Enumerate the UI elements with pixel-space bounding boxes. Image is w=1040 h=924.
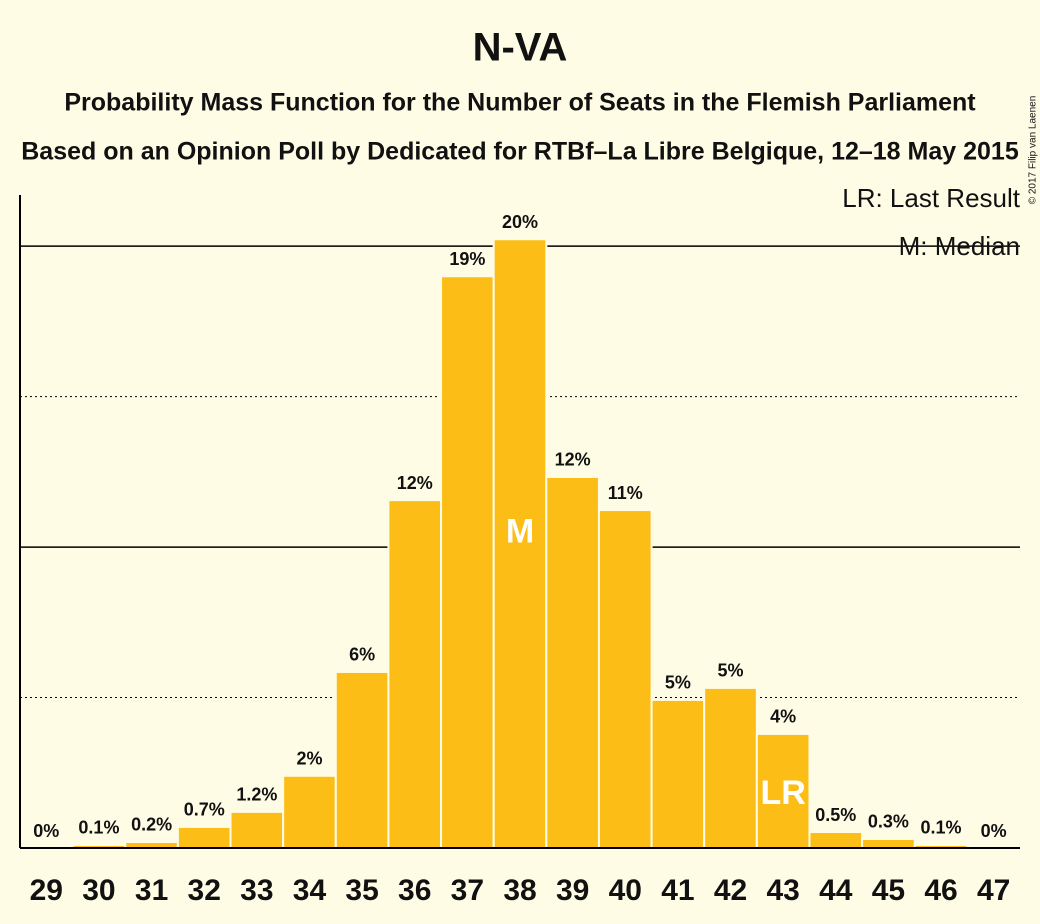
value-label: 4% (770, 707, 796, 727)
x-tick-label: 31 (135, 874, 168, 907)
value-label: 6% (349, 645, 375, 665)
bar (755, 732, 811, 849)
bar (650, 698, 706, 849)
x-tick-label: 42 (714, 874, 747, 907)
bar (229, 810, 285, 850)
chart-subtitle: Probability Mass Function for the Number… (64, 89, 976, 117)
x-tick-label: 33 (240, 874, 273, 907)
value-label: 1.2% (236, 785, 277, 805)
bar (597, 509, 653, 849)
value-label: 19% (449, 249, 485, 269)
value-label: 0% (981, 821, 1007, 841)
x-tick-label: 34 (293, 874, 327, 907)
bar (176, 825, 232, 850)
x-tick-label: 35 (345, 874, 378, 907)
x-tick-label: 45 (872, 874, 905, 907)
x-tick-label: 38 (503, 874, 536, 907)
value-label: 11% (608, 483, 643, 503)
x-tick-label: 29 (30, 874, 63, 907)
annotation: LR (760, 774, 805, 812)
x-tick-label: 39 (556, 874, 589, 907)
annotation: M (506, 513, 534, 551)
legend-entry: LR: Last Result (842, 183, 1021, 213)
x-tick-label: 47 (977, 874, 1010, 907)
chart-subtitle: Based on an Opinion Poll by Dedicated fo… (21, 138, 1019, 166)
bar (703, 686, 758, 849)
bar (545, 475, 600, 849)
x-tick-label: 37 (451, 874, 484, 907)
bar (808, 831, 864, 849)
value-label: 0.3% (868, 812, 909, 832)
value-label: 2% (296, 749, 322, 769)
value-label: 0% (33, 821, 59, 841)
value-label: 0.1% (78, 818, 119, 838)
x-tick-label: 43 (766, 874, 799, 907)
bar (387, 499, 443, 849)
bar (282, 774, 337, 850)
legend-entry: M: Median (899, 231, 1020, 261)
value-label: 0.7% (184, 800, 225, 820)
x-tick-label: 41 (661, 874, 694, 907)
value-label: 20% (502, 212, 538, 232)
x-tick-label: 32 (188, 874, 221, 907)
bar (861, 837, 916, 850)
copyright: © 2017 Filip van Laenen (1028, 96, 1039, 205)
value-label: 12% (555, 450, 591, 470)
bar (334, 670, 390, 849)
value-label: 5% (665, 673, 691, 693)
value-label: 12% (397, 473, 433, 493)
value-label: 5% (718, 661, 744, 681)
x-tick-label: 40 (609, 874, 642, 907)
value-label: 0.5% (815, 805, 856, 825)
value-label: 0.2% (131, 815, 172, 835)
value-label: 0.1% (921, 818, 962, 838)
chart-title: N-VA (473, 26, 568, 70)
x-tick-label: 30 (82, 874, 115, 907)
x-tick-label: 36 (398, 874, 431, 907)
bar (440, 275, 495, 849)
x-tick-label: 46 (924, 874, 957, 907)
x-tick-label: 44 (819, 874, 853, 907)
